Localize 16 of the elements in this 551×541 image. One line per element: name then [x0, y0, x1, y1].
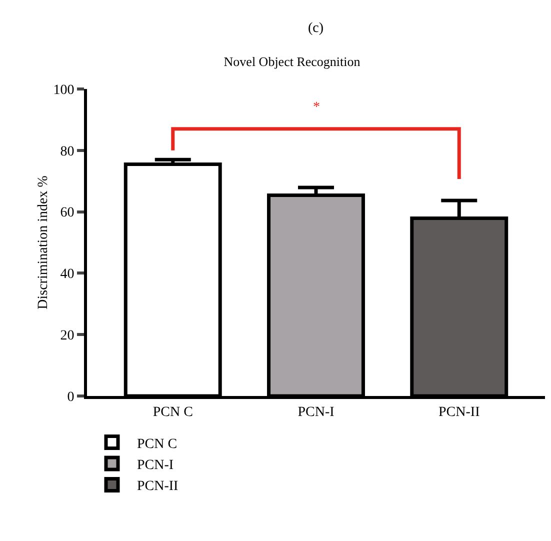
annotation: * [313, 100, 320, 115]
y-axis-title: Discrimination index % [36, 175, 51, 310]
legend-label: PCN-II [137, 479, 179, 494]
y-tick-label: 80 [60, 144, 74, 160]
y-tick-label: 20 [60, 328, 74, 344]
y-tick-label: 60 [60, 206, 74, 221]
chart-title: Novel Object Recognition [224, 54, 361, 69]
text: (c) [308, 21, 324, 36]
x-tick-label: PCN C [152, 404, 193, 420]
x-tick-label: PCN-I [298, 404, 335, 420]
y-tick-label: 0 [67, 390, 74, 405]
legend-label: PCN C [137, 436, 178, 452]
x-tick-label: PCN-II [438, 404, 480, 420]
legend-label: PCN-I [137, 458, 174, 473]
y-tick-label: 100 [53, 82, 74, 98]
y-tick-label: 40 [60, 267, 74, 282]
